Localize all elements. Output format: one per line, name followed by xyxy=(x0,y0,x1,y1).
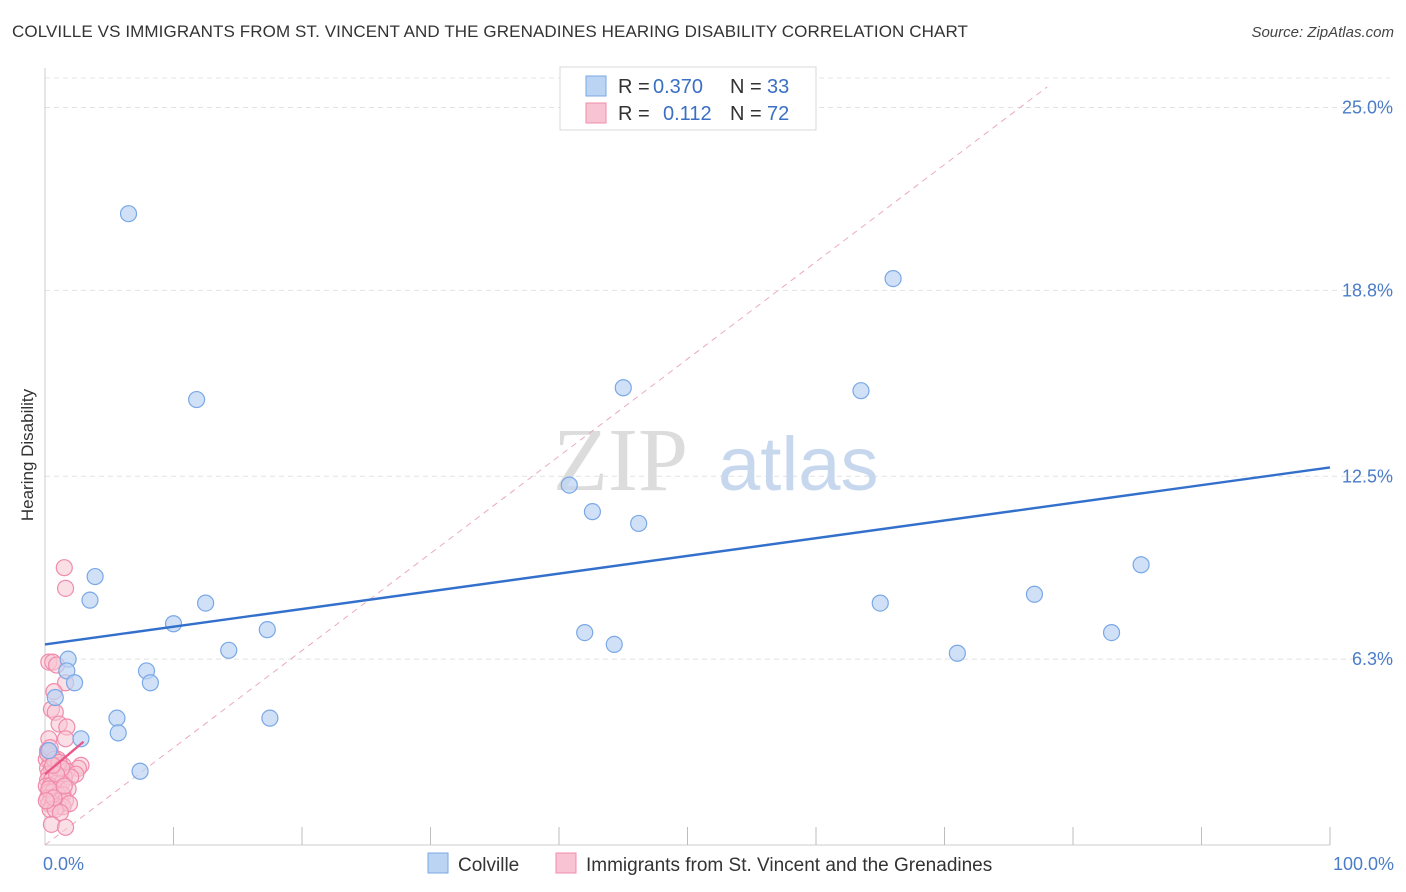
stats-n-label-immigrants: N = xyxy=(730,103,762,125)
colville-point-20 xyxy=(605,635,623,654)
colville-point-22 xyxy=(583,503,602,521)
chart-title: COLVILLE VS IMMIGRANTS FROM ST. VINCENT … xyxy=(12,22,969,41)
colville-point-29 xyxy=(1025,585,1044,603)
y-tick-labels: 6.3% 12.5% 18.8% 25.0% xyxy=(1342,98,1393,670)
colville-point-31 xyxy=(1132,556,1150,574)
stats-n-value-immigrants: 72 xyxy=(767,103,789,125)
legend-label-colville: Colville xyxy=(458,855,519,876)
stats-legend: R = 0.370 N = 33 R = 0.112 N = 72 xyxy=(559,66,817,131)
immigrants-point-59 xyxy=(42,815,61,833)
x-tick-label-0: 0.0% xyxy=(43,854,84,874)
stats-swatch-immigrants xyxy=(585,102,607,124)
colville-point-8 xyxy=(81,591,99,609)
bottom-legend: Colville Immigrants from St. Vincent and… xyxy=(427,852,992,876)
colville-point-4 xyxy=(65,674,84,692)
reference-diagonal-line xyxy=(44,86,1048,846)
stats-r-value-colville: 0.370 xyxy=(653,76,703,98)
colville-point-28 xyxy=(948,644,966,662)
reference-lines xyxy=(44,86,1048,846)
x-tick-labels: 0.0% 100.0% xyxy=(43,854,1394,874)
colville-point-23 xyxy=(630,514,648,533)
colville-point-24 xyxy=(614,379,632,397)
immigrants-point-0 xyxy=(55,559,73,577)
colville-point-21 xyxy=(560,476,578,494)
y-tick-label-0: 6.3% xyxy=(1352,649,1393,669)
grid-lines xyxy=(45,77,1390,660)
immigrants-point-60 xyxy=(56,818,75,836)
data-points xyxy=(37,205,1150,836)
colville-point-30 xyxy=(1102,623,1121,642)
colville-point-1 xyxy=(188,390,206,409)
colville-point-15 xyxy=(197,594,215,612)
colville-point-7 xyxy=(86,567,104,586)
y-tick-label-2: 18.8% xyxy=(1342,280,1393,300)
colville-point-14 xyxy=(164,615,183,633)
axes xyxy=(44,68,1331,846)
x-tick-label-1: 100.0% xyxy=(1333,854,1394,874)
colville-point-0 xyxy=(119,205,138,223)
colville-point-17 xyxy=(258,621,276,639)
immigrants-point-1 xyxy=(56,579,75,597)
stats-n-value-colville: 33 xyxy=(767,76,789,98)
colville-point-16 xyxy=(220,641,238,659)
colville-point-13 xyxy=(131,762,149,780)
colville-point-26 xyxy=(884,270,902,288)
watermark-atlas: atlas xyxy=(718,422,879,507)
y-tick-label-1: 12.5% xyxy=(1342,466,1393,486)
watermark: ZIP atlas xyxy=(553,411,879,510)
colville-point-19 xyxy=(576,623,594,642)
colville-point-5 xyxy=(46,688,64,707)
colville-point-12 xyxy=(109,724,127,742)
colville-point-27 xyxy=(871,594,889,612)
colville-point-25 xyxy=(852,382,870,400)
colville-point-11 xyxy=(108,709,126,727)
colville-point-6 xyxy=(72,730,90,748)
watermark-zip: ZIP xyxy=(553,411,688,510)
chart-source: Source: ZipAtlas.com xyxy=(1251,24,1394,41)
colville-point-18 xyxy=(261,709,279,727)
legend-swatch-colville xyxy=(427,852,449,874)
immigrants-point-70 xyxy=(55,777,73,795)
legend-label-immigrants: Immigrants from St. Vincent and the Gren… xyxy=(586,855,992,876)
colville-point-10 xyxy=(141,674,159,692)
immigrants-trend-line xyxy=(44,740,85,776)
stats-r-label-immigrants: R = xyxy=(618,103,650,125)
immigrants-point-12 xyxy=(56,730,75,748)
stats-r-label-colville: R = xyxy=(618,76,650,98)
stats-r-value-immigrants: 0.112 xyxy=(663,103,712,125)
y-tick-label-3: 25.0% xyxy=(1342,98,1393,118)
colville-trend-line xyxy=(44,466,1331,646)
immigrants-point-69 xyxy=(37,792,55,810)
stats-swatch-colville xyxy=(585,75,607,97)
colville-point-32 xyxy=(40,741,58,760)
trend-lines xyxy=(44,466,1331,776)
legend-swatch-immigrants xyxy=(555,852,577,874)
stats-n-label-colville: N = xyxy=(730,76,762,98)
